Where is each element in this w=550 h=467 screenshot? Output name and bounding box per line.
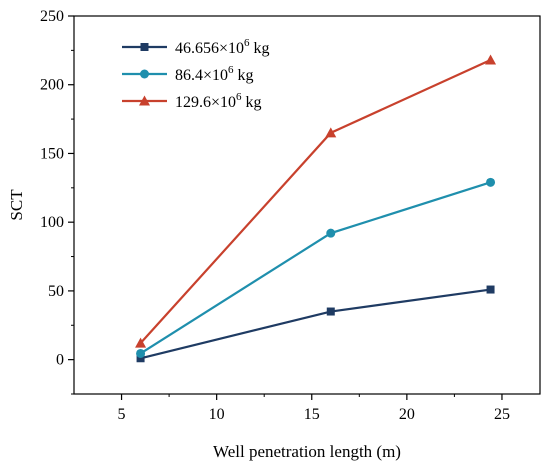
legend-entry: 46.656×106 kg	[122, 37, 270, 57]
x-tick-label: 20	[399, 406, 415, 423]
data-point-triangle	[485, 54, 497, 65]
legend-label-unit: kg	[250, 40, 270, 57]
x-tick-label: 5	[118, 406, 126, 423]
y-tick-label: 50	[48, 283, 64, 300]
data-point-circle	[486, 177, 496, 187]
legend-label-unit: kg	[234, 67, 254, 84]
legend-entry: 86.4×106 kg	[122, 64, 254, 84]
data-point-circle	[136, 348, 146, 358]
y-tick-label: 200	[40, 77, 64, 94]
legend-label-base: 46.656×10	[175, 40, 244, 57]
y-axis-title: SCT	[7, 189, 26, 221]
data-point-triangle	[135, 337, 147, 348]
series-1	[136, 285, 495, 363]
legend-label: 46.656×106 kg	[175, 37, 270, 57]
y-tick-label: 0	[56, 352, 64, 369]
legend-label: 129.6×106 kg	[175, 91, 262, 111]
legend-marker	[139, 95, 150, 106]
legend-label-sup: 6	[228, 64, 234, 76]
legend-entry: 129.6×106 kg	[122, 91, 262, 111]
y-tick-label: 100	[40, 214, 64, 231]
data-point-triangle	[325, 127, 337, 138]
data-point-circle	[326, 228, 336, 238]
legend-marker	[140, 43, 149, 51]
series-line	[140, 288, 491, 360]
data-point-square	[486, 285, 495, 294]
data-point-square	[136, 354, 145, 363]
y-tick-label: 250	[40, 8, 64, 25]
x-tick-label: 10	[209, 406, 225, 423]
legend-label-unit: kg	[242, 94, 262, 111]
legend-label-sup: 6	[236, 91, 242, 103]
legend-marker	[140, 69, 149, 79]
series-3	[135, 54, 497, 348]
x-axis-title: Well penetration length (m)	[213, 442, 401, 461]
legend-label: 86.4×106 kg	[175, 64, 254, 84]
y-tick-label: 150	[40, 145, 64, 162]
x-tick-label: 25	[494, 406, 510, 423]
x-tick-label: 15	[304, 406, 320, 423]
legend-label-base: 86.4×10	[175, 67, 228, 84]
series-line	[139, 181, 491, 355]
legend-label-sup: 6	[244, 37, 250, 49]
data-point-square	[326, 307, 335, 316]
series-layer	[135, 54, 497, 363]
plot-frame	[73, 15, 541, 395]
legend-label-base: 129.6×10	[175, 94, 236, 111]
series-2	[136, 177, 496, 358]
